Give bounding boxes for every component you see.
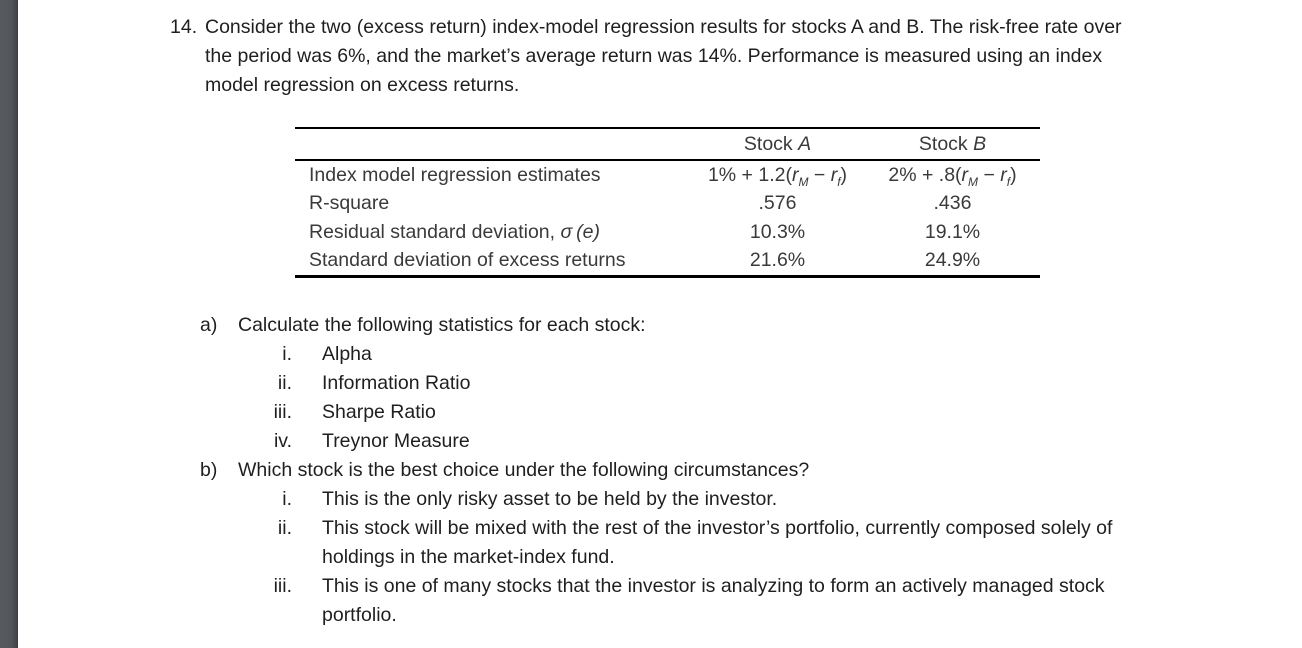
question-a-marker: a) — [200, 314, 218, 336]
item-text: Alpha — [322, 343, 372, 365]
stock-a-header-label: Stock — [743, 132, 799, 155]
question-b-marker: b) — [200, 459, 218, 481]
problem-number: 14. — [170, 16, 198, 38]
subscript-f: f — [1006, 174, 1011, 189]
r-symbol: r — [1000, 163, 1007, 186]
question-b: b) Which stock is the best choice under … — [200, 456, 1140, 630]
stock-b-symbol: B — [973, 132, 987, 155]
formula-stock-b: 2% + .8(rM − rf) — [865, 160, 1040, 189]
item-marker: i. — [282, 343, 292, 365]
empty-header-cell — [295, 128, 690, 160]
item-text: This is one of many stocks that the inve… — [322, 575, 1105, 626]
stock-a-symbol: A — [798, 132, 812, 155]
question-b-heading: b) Which stock is the best choice under … — [200, 456, 1140, 485]
problem-text: Consider the two (excess return) index-m… — [205, 16, 1122, 96]
subscript-m: M — [798, 174, 809, 189]
item-marker: iii. — [273, 401, 292, 423]
minus-sign: − — [978, 163, 1001, 186]
stock-b-header-label: Stock — [918, 132, 974, 155]
formula-text: 2% + .8( — [888, 163, 962, 186]
r-symbol: r — [830, 163, 838, 186]
subscript-m: M — [968, 174, 979, 189]
list-item: ii. This stock will be mixed with the re… — [200, 514, 1140, 572]
list-item: iii. This is one of many stocks that the… — [200, 572, 1140, 630]
item-marker: ii. — [277, 372, 292, 394]
regression-results-table: Stock A Stock B Index model regression e… — [295, 127, 1040, 278]
item-text: Treynor Measure — [322, 430, 470, 452]
item-text: Information Ratio — [322, 372, 471, 394]
table-row-sd-excess: Standard deviation of excess returns 21.… — [295, 247, 1040, 276]
question-a: a) Calculate the following statistics fo… — [200, 311, 646, 456]
formula-text: ) — [1010, 163, 1017, 186]
formula-text: ) — [840, 163, 848, 186]
table-header-row: Stock A Stock B — [295, 128, 1040, 160]
formula-stock-a: 1% + 1.2(rM − rf) — [690, 160, 865, 189]
residual-sd-row-label: Residual standard deviation, σ (e) — [295, 218, 690, 247]
stock-a-header: Stock A — [690, 128, 865, 160]
item-marker: iv. — [273, 430, 292, 452]
table-row-residual-sd: Residual standard deviation, σ (e) 10.3%… — [295, 218, 1040, 247]
sd-excess-row-label: Standard deviation of excess returns — [309, 249, 626, 272]
problem-statement: 14. Consider the two (excess return) ind… — [170, 13, 1155, 100]
item-marker: iii. — [273, 575, 292, 597]
residual-sd-b-value: 19.1% — [924, 221, 981, 243]
residual-sd-label-text: Residual standard deviation, — [309, 221, 561, 243]
window-edge-strip — [0, 0, 18, 648]
table-row-r-square: R-square .576 .436 — [295, 189, 1040, 218]
list-item: iv. Treynor Measure — [200, 427, 646, 456]
table-row-regression: Index model regression estimates 1% + 1.… — [295, 160, 1040, 189]
r-square-row-label: R-square — [309, 192, 390, 214]
stock-b-header: Stock B — [865, 128, 1040, 160]
item-text: This stock will be mixed with the rest o… — [322, 517, 1113, 568]
list-item: i. Alpha — [200, 340, 646, 369]
sd-excess-b-value: 24.9% — [924, 249, 981, 272]
item-marker: ii. — [277, 517, 292, 539]
residual-sd-a-value: 10.3% — [749, 221, 806, 243]
r-square-b-value: .436 — [933, 192, 972, 214]
r-symbol: r — [791, 163, 799, 186]
sigma-symbol: σ — [560, 221, 573, 243]
list-item: iii. Sharpe Ratio — [200, 398, 646, 427]
question-a-text: Calculate the following statistics for e… — [238, 314, 646, 336]
formula-text: 1% + 1.2( — [707, 163, 792, 186]
minus-sign: − — [808, 163, 831, 186]
r-square-a-value: .576 — [758, 192, 797, 214]
item-marker: i. — [282, 488, 292, 510]
subscript-f: f — [837, 174, 841, 189]
list-item: i. This is the only risky asset to be he… — [200, 485, 1140, 514]
list-item: ii. Information Ratio — [200, 369, 646, 398]
question-b-text: Which stock is the best choice under the… — [238, 459, 810, 481]
e-term: (e) — [572, 221, 601, 243]
regression-row-label: Index model regression estimates — [309, 163, 601, 186]
r-symbol: r — [961, 163, 969, 186]
sd-excess-a-value: 21.6% — [749, 249, 806, 272]
item-text: Sharpe Ratio — [322, 401, 436, 423]
item-text: This is the only risky asset to be held … — [322, 488, 778, 510]
question-a-heading: a) Calculate the following statistics fo… — [200, 311, 646, 340]
